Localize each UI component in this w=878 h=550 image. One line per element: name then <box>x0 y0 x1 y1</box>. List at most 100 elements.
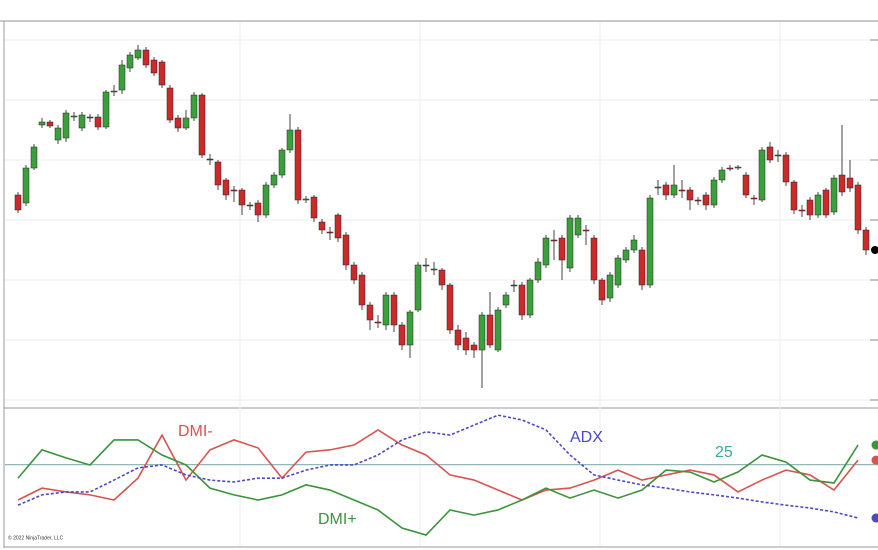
candle-body <box>438 269 446 286</box>
candle-body <box>158 61 166 86</box>
candle-body <box>14 194 22 211</box>
candle-body <box>398 324 406 346</box>
candle-body <box>630 239 638 251</box>
candle-body <box>542 237 550 266</box>
candle-body <box>646 197 654 286</box>
candle-body <box>838 174 846 193</box>
candle-body <box>446 284 454 331</box>
candle-body <box>406 311 414 346</box>
indicator-line <box>17 414 859 519</box>
candle-body <box>230 189 238 192</box>
candle-body <box>742 174 750 196</box>
candle-body <box>686 189 694 201</box>
candle-body <box>614 257 622 286</box>
candle-body <box>286 129 294 151</box>
candle-body <box>526 279 534 316</box>
candle-body <box>334 214 342 239</box>
candle-body <box>278 149 286 176</box>
candle-body <box>254 202 262 216</box>
candle-body <box>390 294 398 326</box>
candle-body <box>814 194 822 216</box>
candle-body <box>670 184 678 196</box>
candle-body <box>382 294 390 326</box>
candle-body <box>326 231 334 234</box>
candle-body <box>590 237 598 281</box>
indicator-marker <box>871 440 878 450</box>
candle-body <box>294 129 302 201</box>
level-label: 25 <box>715 444 733 461</box>
candle-body <box>38 121 46 126</box>
candle-body <box>734 166 742 169</box>
candle-body <box>766 146 774 161</box>
candle-body <box>310 196 318 219</box>
candle-body <box>558 237 566 261</box>
candle-body <box>214 161 222 186</box>
candle-body <box>70 115 78 118</box>
candle-body <box>166 87 174 121</box>
candle-body <box>302 198 310 201</box>
candle-body <box>414 264 422 311</box>
candle-body <box>606 274 614 299</box>
candle-body <box>710 179 718 206</box>
candle-body <box>550 239 558 242</box>
candle-body <box>502 294 510 306</box>
candle-body <box>150 59 158 74</box>
candle-body <box>30 146 38 169</box>
indicator-marker <box>871 513 878 523</box>
candle-body <box>350 264 358 281</box>
candle-body <box>694 199 702 202</box>
candle-body <box>598 279 606 301</box>
candle-body <box>654 186 662 189</box>
candle-body <box>142 49 150 66</box>
candle-body <box>430 268 438 271</box>
candle-body <box>342 234 350 266</box>
candle-body <box>94 116 102 128</box>
candle-body <box>454 329 462 346</box>
indicator-line <box>17 428 859 501</box>
candle-body <box>702 194 710 206</box>
candle-body <box>518 284 526 316</box>
candle-body <box>718 169 726 181</box>
candle-body <box>366 304 374 321</box>
series-label: DMI+ <box>318 511 357 528</box>
candle-body <box>662 184 670 196</box>
candle-body <box>678 189 686 192</box>
candle-body <box>638 249 646 286</box>
candle-body <box>262 184 270 216</box>
candle-body <box>774 154 782 157</box>
indicator-line <box>17 439 859 536</box>
copyright: © 2022 NinjaTrader, LLC <box>8 534 64 541</box>
series-label: DMI- <box>178 423 213 440</box>
candle-body <box>86 116 94 119</box>
candle-body <box>726 167 734 170</box>
candle-body <box>782 154 790 183</box>
candle-body <box>246 204 254 207</box>
candle-body <box>822 189 830 216</box>
series-label: ADX <box>570 429 603 446</box>
candle-body <box>758 149 766 201</box>
candle-body <box>566 217 574 269</box>
candle-body <box>422 264 430 267</box>
candle-body <box>22 167 30 204</box>
candle-body <box>462 337 470 351</box>
candle-body <box>854 184 862 231</box>
candle-body <box>494 309 502 351</box>
last-price-marker <box>871 246 878 254</box>
candle-body <box>118 64 126 91</box>
candle-body <box>798 209 806 212</box>
candle-body <box>206 158 214 161</box>
candle-body <box>374 321 382 324</box>
candle-body <box>790 181 798 211</box>
candle-body <box>830 177 838 213</box>
candle-body <box>478 314 486 351</box>
candle-body <box>750 197 758 200</box>
candle-body <box>486 314 494 346</box>
candle-body <box>318 221 326 231</box>
candle-body <box>846 177 854 189</box>
candle-body <box>190 94 198 119</box>
candle-body <box>470 344 478 351</box>
candle-body <box>510 284 518 287</box>
candle-body <box>862 229 870 251</box>
